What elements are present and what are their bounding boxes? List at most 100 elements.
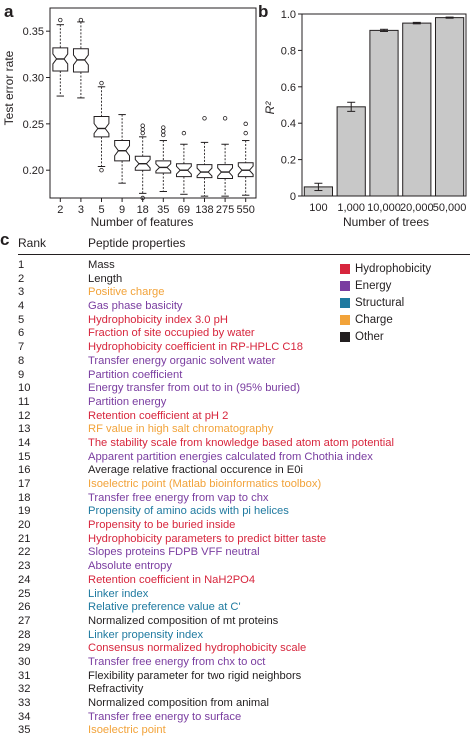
x-tick-label: 550 <box>237 204 255 216</box>
panel-label-b: b <box>258 2 269 21</box>
outlier-point <box>99 80 104 86</box>
rank-cell: 9 <box>18 368 25 381</box>
table-row: 12 Retention coefficient at pH 2 <box>18 410 470 424</box>
rank-cell: 16 <box>18 464 31 477</box>
y-tick-label: 0.2 <box>281 155 296 167</box>
rank-cell: 18 <box>18 491 31 504</box>
y-tick-label: 0.6 <box>281 82 296 94</box>
table-row: 17 Isoelectric point (Matlab bioinformati… <box>18 478 470 492</box>
property-cell: Gas phase basicity <box>88 300 183 313</box>
rank-cell: 10 <box>18 382 31 395</box>
property-cell: Hydrophobicity coefficient in RP-HPLC C1… <box>88 341 303 354</box>
property-cell: Normalized composition from animal <box>88 697 269 709</box>
panel-label-a: a <box>4 2 14 21</box>
bar-50,000 <box>434 16 465 197</box>
x-tick-label: 69 <box>178 204 190 216</box>
box-550 <box>237 121 254 196</box>
outlier-point <box>243 121 248 127</box>
x-tick-label: 5 <box>98 204 104 216</box>
table-row: 8 Transfer energy organic solvent water <box>18 355 470 369</box>
property-cell: Propensity of amino acids with pi helice… <box>88 505 289 518</box>
box-plot-chart: 0.200.250.300.352 3 5 9 18 35 69 138 275 550 Numb… <box>2 7 257 229</box>
bar <box>336 106 366 197</box>
legend-item: Hydrophobicity <box>340 261 472 278</box>
outlier-point <box>181 130 187 136</box>
x-tick-label: 20,000 <box>400 202 434 214</box>
property-cell: Isoelectric point <box>88 724 166 737</box>
rank-cell: 4 <box>18 300 25 313</box>
x-tick-label: 3 <box>78 204 84 216</box>
outlier-point <box>161 132 166 138</box>
x-tick-label: 35 <box>157 204 169 216</box>
outlier-point <box>140 195 145 201</box>
property-cell: Propensity to be buried inside <box>88 519 236 532</box>
rank-cell: 17 <box>18 478 31 490</box>
box-2 <box>52 17 69 97</box>
box-3 <box>72 17 89 99</box>
bar-20,000 <box>402 21 432 197</box>
box-5 <box>93 80 110 173</box>
panel-label-c: c <box>0 230 10 249</box>
property-cell: Normalized composition of mt proteins <box>88 614 279 627</box>
ranking-table-panel: c Rank Peptide properties 1 Mass 2 Length 3 P… <box>0 230 474 756</box>
outlier-point <box>222 116 228 121</box>
outlier-point <box>140 130 145 136</box>
box-plot-axes: 0.200.250.300.352 3 5 9 18 35 69 138 275 550 <box>23 7 257 216</box>
bar <box>402 22 432 197</box>
table-row: 30 Transfer free energy from chx to oct <box>18 656 470 670</box>
table-row: 6 Fraction of site occupied by water <box>18 327 470 341</box>
y-tick-label: 0.25 <box>23 119 44 131</box>
rank-cell: 8 <box>18 354 25 367</box>
bar-100 <box>303 182 334 197</box>
rank-cell: 1 <box>18 259 25 271</box>
x-tick-label: 2 <box>57 204 63 216</box>
legend-item: Charge <box>340 312 472 329</box>
box-35 <box>155 125 172 193</box>
rank-cell: 6 <box>18 327 25 340</box>
rank-cell: 3 <box>18 286 25 299</box>
legend-item: Energy <box>340 278 472 295</box>
x-tick-label: 138 <box>195 204 213 216</box>
table-row: 14 The stability scale from knowledge bas… <box>18 437 470 451</box>
outlier-point <box>202 116 207 121</box>
property-cell: Energy transfer from out to in (95% buri… <box>88 382 301 395</box>
table-row: 26 Relative preference value at C' <box>18 601 470 615</box>
rank-cell: 22 <box>18 546 31 559</box>
rank-cell: 30 <box>18 655 31 668</box>
property-cell: Apparent partition energies calculated f… <box>88 450 373 463</box>
notched-box <box>196 164 213 179</box>
property-cell: Linker index <box>88 587 149 600</box>
rank-cell: 11 <box>18 395 30 408</box>
property-cell: Partition coefficient <box>88 368 183 381</box>
table-row: 11 Partition energy <box>18 396 470 410</box>
property-cell: Transfer free energy from chx to oct <box>88 655 266 668</box>
table-row: 13 RF value in high salt chromatography <box>18 423 470 437</box>
property-cell: The stability scale from knowledge based… <box>88 436 394 449</box>
legend-item: Other <box>340 329 472 346</box>
table-row: 33 Normalized composition from animal <box>18 697 470 711</box>
table-header: Rank Peptide properties <box>18 234 470 254</box>
bar-chart-y-label: R² <box>263 101 277 115</box>
rank-cell: 35 <box>18 724 31 737</box>
rank-cell: 2 <box>18 272 25 285</box>
category-legend: Hydrophobicity Energy Structural Charge Othe… <box>340 261 472 346</box>
bar-chart-axes: 0 0.2 0.4 0.6 0.8 1.0 100 1,000 10,000 20,000 50,0… <box>281 9 467 214</box>
x-tick-label: 9 <box>119 204 125 216</box>
bar-10,000 <box>369 28 399 197</box>
property-cell: Average relative fractional occurence in… <box>88 464 303 477</box>
table-row: 34 Transfer free energy to surface <box>18 711 470 725</box>
legend-label: Structural <box>355 297 405 309</box>
x-tick-label: 1,000 <box>337 202 365 214</box>
table-row: 9 Partition coefficient <box>18 369 470 383</box>
property-cell: Retention coefficient in NaH2PO4 <box>88 573 256 586</box>
legend-swatch <box>340 281 350 291</box>
property-cell: Hydrophobicity parameters to predict bit… <box>88 532 327 545</box>
rank-cell: 7 <box>18 341 25 354</box>
table-row: 25 Linker index <box>18 588 470 602</box>
property-cell: Partition energy <box>88 395 167 408</box>
property-cell: Mass <box>88 259 115 271</box>
table-row: 3 Positive charge <box>18 286 470 300</box>
box-69 <box>175 130 192 195</box>
property-cell: Flexibility parameter for two rigid neig… <box>88 669 302 682</box>
legend-swatch <box>340 264 350 274</box>
